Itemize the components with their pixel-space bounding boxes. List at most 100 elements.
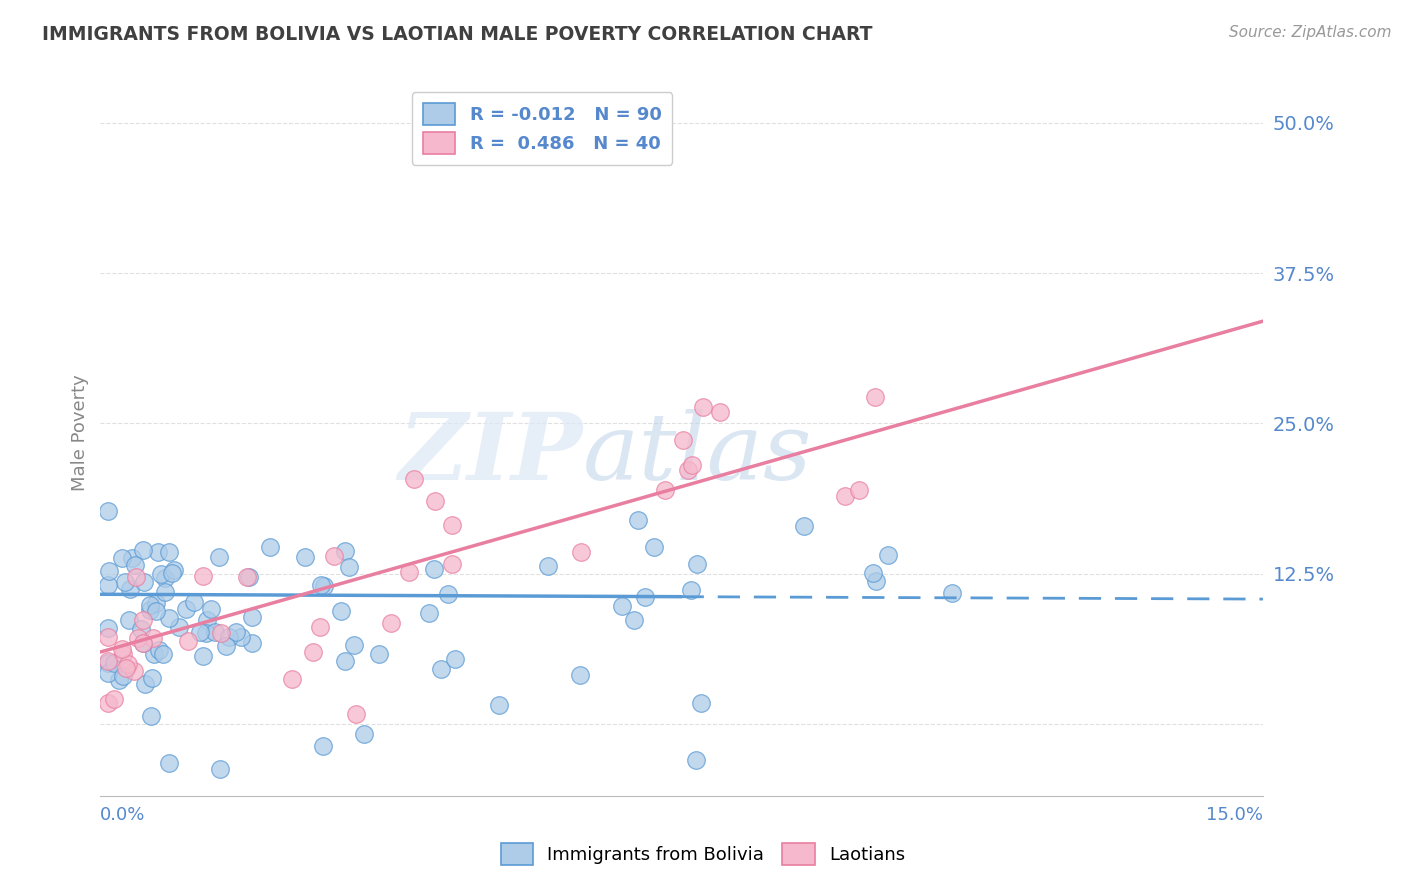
Point (692, 400, 714, 414)
Point (877, 548, 900, 562)
Point (231, 630, 253, 644)
Point (368, 648, 391, 662)
Point (97, 654, 120, 668)
Point (145, 603, 167, 617)
Point (863, 390, 886, 404)
Point (569, 668, 592, 682)
Point (709, 405, 731, 419)
Point (97, 666, 120, 681)
Point (862, 566, 884, 581)
Point (103, 657, 125, 671)
Point (97, 656, 120, 670)
Point (149, 567, 172, 582)
Point (398, 565, 420, 579)
Point (139, 598, 162, 612)
Point (117, 657, 139, 671)
Point (139, 603, 162, 617)
Point (343, 638, 366, 652)
Point (941, 586, 963, 600)
Point (240, 609, 263, 624)
Point (423, 561, 446, 575)
Point (685, 753, 707, 767)
Point (141, 671, 163, 685)
Point (444, 651, 467, 665)
Point (218, 631, 240, 645)
Point (146, 545, 169, 559)
Point (97, 578, 120, 592)
Point (612, 599, 634, 613)
Point (335, 654, 357, 668)
Point (121, 550, 143, 565)
Point (108, 673, 131, 687)
Point (353, 727, 375, 741)
Point (654, 483, 676, 497)
Text: Source: ZipAtlas.com: Source: ZipAtlas.com (1229, 25, 1392, 40)
Text: atlas: atlas (583, 409, 813, 500)
Point (309, 620, 332, 634)
Point (437, 587, 460, 601)
Point (141, 709, 163, 723)
Point (98, 564, 121, 578)
Point (834, 489, 856, 503)
Point (681, 458, 703, 472)
Point (134, 677, 156, 691)
Point (312, 579, 335, 593)
Point (335, 544, 357, 558)
Point (225, 624, 247, 639)
Point (309, 578, 332, 592)
Legend: R = -0.012   N = 90, R =  0.486   N = 40: R = -0.012 N = 90, R = 0.486 N = 40 (412, 92, 672, 165)
Point (208, 762, 231, 776)
Point (141, 631, 163, 645)
Point (103, 691, 125, 706)
Point (97, 621, 120, 635)
Point (623, 613, 645, 627)
Point (174, 602, 197, 616)
Point (125, 570, 148, 584)
Point (162, 566, 184, 580)
Legend: Immigrants from Bolivia, Laotians: Immigrants from Bolivia, Laotians (494, 836, 912, 872)
Point (322, 549, 344, 563)
Point (441, 558, 464, 572)
Point (159, 545, 181, 559)
Point (259, 540, 281, 554)
Point (236, 570, 259, 584)
Point (143, 647, 166, 661)
Point (145, 596, 167, 610)
Point (97, 504, 120, 518)
Point (643, 540, 665, 554)
Point (169, 620, 191, 634)
Point (114, 575, 136, 590)
Point (177, 634, 200, 648)
Point (312, 739, 335, 754)
Point (132, 636, 155, 650)
Point (120, 582, 142, 596)
Point (132, 574, 155, 589)
Point (157, 756, 180, 770)
Point (193, 648, 215, 663)
Point (111, 669, 134, 683)
Point (183, 595, 205, 609)
Point (678, 462, 700, 476)
Point (195, 625, 218, 640)
Point (127, 631, 149, 645)
Point (425, 494, 447, 508)
Point (344, 706, 367, 721)
Point (148, 643, 170, 657)
Y-axis label: Male Poverty: Male Poverty (72, 374, 89, 491)
Point (430, 662, 453, 676)
Point (302, 645, 325, 659)
Point (404, 472, 426, 486)
Point (593, 121, 616, 136)
Point (865, 574, 887, 588)
Point (209, 626, 232, 640)
Point (848, 483, 870, 498)
Point (294, 549, 316, 564)
Point (131, 635, 153, 649)
Point (238, 570, 260, 584)
Point (132, 613, 155, 627)
Point (329, 604, 352, 618)
Point (440, 517, 463, 532)
Point (153, 584, 176, 599)
Point (204, 625, 226, 640)
Point (690, 696, 713, 710)
